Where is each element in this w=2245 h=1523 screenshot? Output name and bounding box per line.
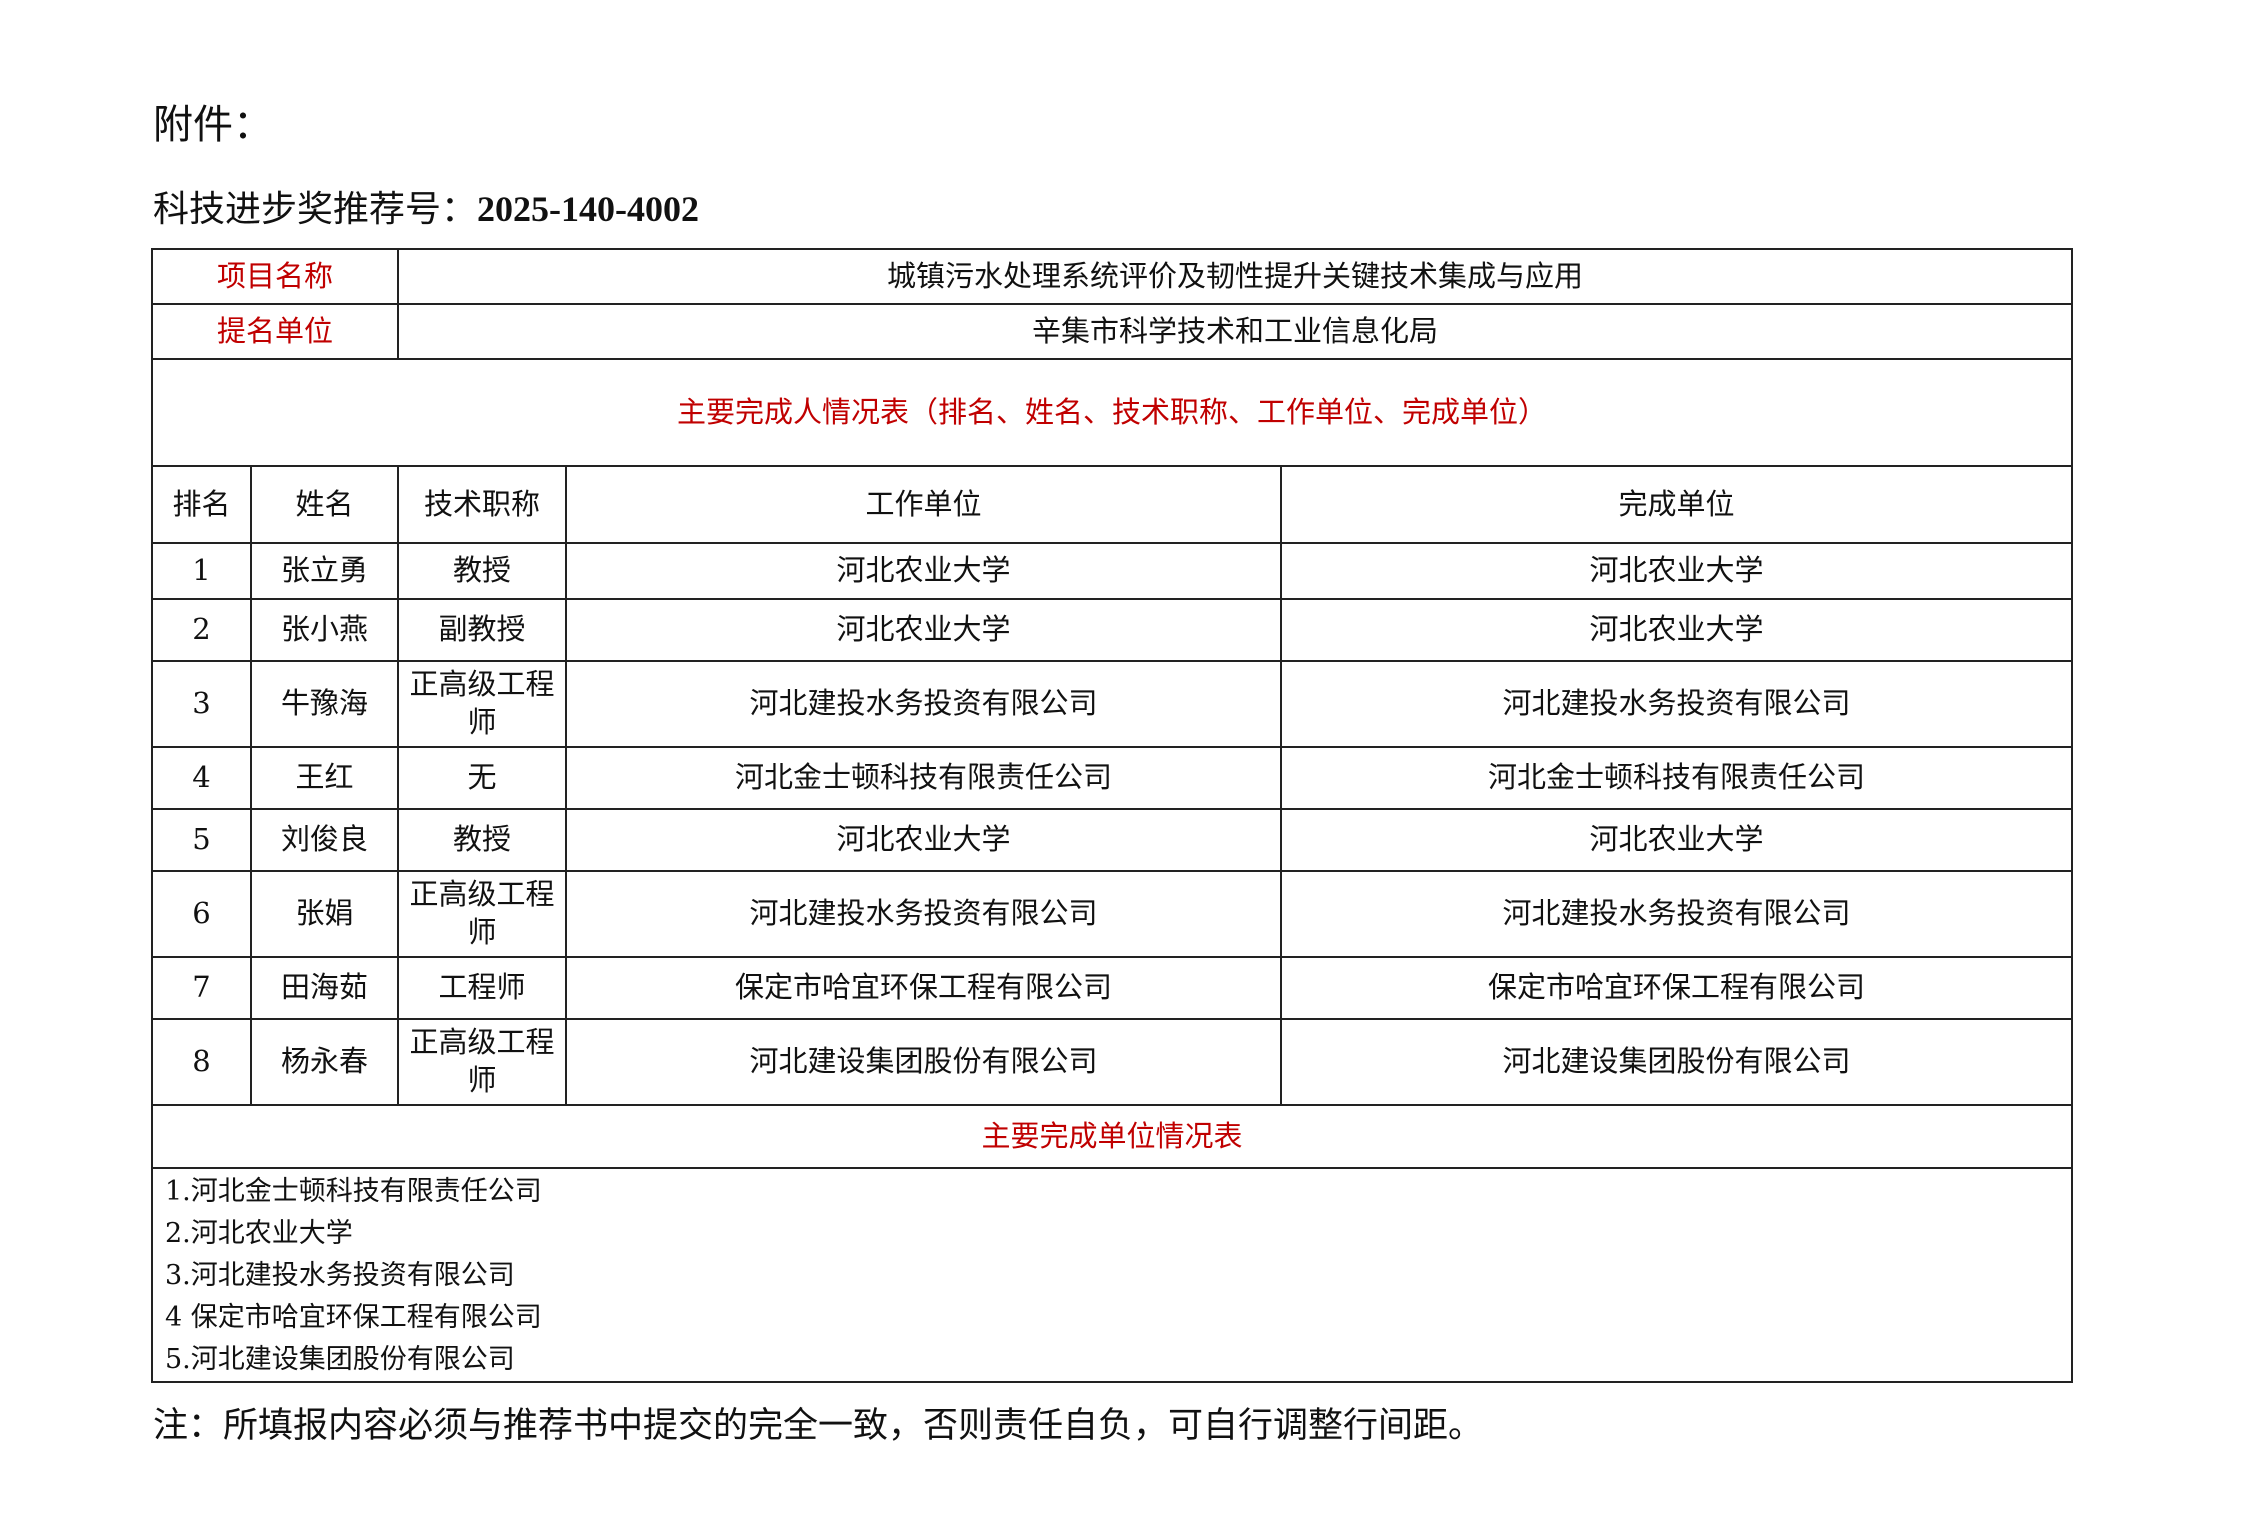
unit-item: 3.河北建投水务投资有限公司	[165, 1260, 515, 1291]
column-header: 完成单位	[1280, 465, 2073, 544]
person-rank: 3	[151, 660, 252, 748]
column-header: 工作单位	[565, 465, 1282, 544]
person-name: 杨永春	[250, 1018, 399, 1106]
person-name: 牛豫海	[250, 660, 399, 748]
person-title: 工程师	[397, 956, 567, 1020]
person-title: 教授	[397, 542, 567, 600]
nominator-value: 辛集市科学技术和工业信息化局	[397, 303, 2073, 360]
person-work-unit: 河北农业大学	[565, 542, 1282, 600]
person-title: 正高级工程师	[397, 1018, 567, 1106]
person-row: 5 刘俊良 教授 河北农业大学 河北农业大学	[151, 808, 2073, 872]
person-work-unit: 河北建设集团股份有限公司	[565, 1018, 1282, 1106]
unit-item: 5.河北建设集团股份有限公司	[165, 1344, 515, 1375]
person-completion-unit: 河北农业大学	[1280, 598, 2073, 662]
person-rank: 5	[151, 808, 252, 872]
person-work-unit: 河北金士顿科技有限责任公司	[565, 746, 1282, 810]
unit-item: 2.河北农业大学	[165, 1218, 353, 1249]
column-header: 姓名	[250, 465, 399, 544]
unit-item: 1.河北金士顿科技有限责任公司	[165, 1176, 542, 1207]
person-work-unit: 河北农业大学	[565, 808, 1282, 872]
person-completion-unit: 河北建设集团股份有限公司	[1280, 1018, 2073, 1106]
person-row: 2 张小燕 副教授 河北农业大学 河北农业大学	[151, 598, 2073, 662]
person-work-unit: 河北建投水务投资有限公司	[565, 870, 1282, 958]
person-name: 张立勇	[250, 542, 399, 600]
nominator-label: 提名单位	[151, 303, 399, 360]
person-row: 4 王红无河北金士顿科技有限责任公司 河北金士顿科技有限责任公司	[151, 746, 2073, 810]
person-rank: 4	[151, 746, 252, 810]
project-name-label: 项目名称	[151, 248, 399, 305]
recommendation-label: 科技进步奖推荐号：	[153, 189, 478, 230]
person-name: 张娟	[250, 870, 399, 958]
person-row: 8 杨永春 正高级工程师 河北建设集团股份有限公司 河北建设集团股份有限公司	[151, 1018, 2073, 1106]
person-work-unit: 河北农业大学	[565, 598, 1282, 662]
person-title: 正高级工程师	[397, 660, 567, 748]
recommendation-number: 2025-140-4002	[477, 189, 699, 229]
attachment-label: 附件：	[153, 102, 273, 148]
person-row: 7 田海茹 工程师 保定市哈宜环保工程有限公司 保定市哈宜环保工程有限公司	[151, 956, 2073, 1020]
unit-item: 4 保定市哈宜环保工程有限公司	[165, 1302, 542, 1333]
person-completion-unit: 河北农业大学	[1280, 542, 2073, 600]
person-name: 田海茹	[250, 956, 399, 1020]
person-name: 张小燕	[250, 598, 399, 662]
person-rank: 7	[151, 956, 252, 1020]
person-work-unit: 河北建投水务投资有限公司	[565, 660, 1282, 748]
person-name: 刘俊良	[250, 808, 399, 872]
award-table: 项目名称 城镇污水处理系统评价及韧性提升关键技术集成与应用 提名单位 辛集市科学…	[151, 248, 2073, 1383]
project-name-row: 项目名称 城镇污水处理系统评价及韧性提升关键技术集成与应用	[151, 248, 2073, 305]
person-row: 1 张立勇 教授 河北农业大学 河北农业大学	[151, 542, 2073, 600]
footnote: 注：所填报内容必须与推荐书中提交的完全一致，否则责任自负，可自行调整行间距。	[153, 1406, 1484, 1446]
person-title: 正高级工程师	[397, 870, 567, 958]
person-completion-unit: 河北金士顿科技有限责任公司	[1280, 746, 2073, 810]
person-completion-unit: 保定市哈宜环保工程有限公司	[1280, 956, 2073, 1020]
person-title: 无	[397, 746, 567, 810]
person-rank: 2	[151, 598, 252, 662]
person-name: 王红	[250, 746, 399, 810]
nominator-row: 提名单位 辛集市科学技术和工业信息化局	[151, 303, 2073, 360]
person-title: 教授	[397, 808, 567, 872]
column-header: 排名	[151, 465, 252, 544]
persons-header-row: 排名 姓名 技术职称 工作单位 完成单位	[151, 465, 2073, 544]
person-rank: 1	[151, 542, 252, 600]
person-row: 6 张娟 正高级工程师 河北建投水务投资有限公司 河北建投水务投资有限公司	[151, 870, 2073, 958]
person-rank: 6	[151, 870, 252, 958]
person-completion-unit: 河北农业大学	[1280, 808, 2073, 872]
person-title: 副教授	[397, 598, 567, 662]
persons-section-title: 主要完成人情况表（排名、姓名、技术职称、工作单位、完成单位）	[151, 358, 2073, 467]
units-section-title: 主要完成单位情况表	[151, 1104, 2073, 1169]
person-rank: 8	[151, 1018, 252, 1106]
units-list: 1.河北金士顿科技有限责任公司 2.河北农业大学 3.河北建投水务投资有限公司 …	[151, 1167, 2073, 1383]
person-completion-unit: 河北建投水务投资有限公司	[1280, 660, 2073, 748]
project-name-value: 城镇污水处理系统评价及韧性提升关键技术集成与应用	[397, 248, 2073, 305]
recommendation-number-line: 科技进步奖推荐号：2025-140-4002	[153, 180, 699, 232]
person-row: 3 牛豫海 正高级工程师 河北建投水务投资有限公司 河北建投水务投资有限公司	[151, 660, 2073, 748]
person-completion-unit: 河北建投水务投资有限公司	[1280, 870, 2073, 958]
column-header: 技术职称	[397, 465, 567, 544]
person-work-unit: 保定市哈宜环保工程有限公司	[565, 956, 1282, 1020]
